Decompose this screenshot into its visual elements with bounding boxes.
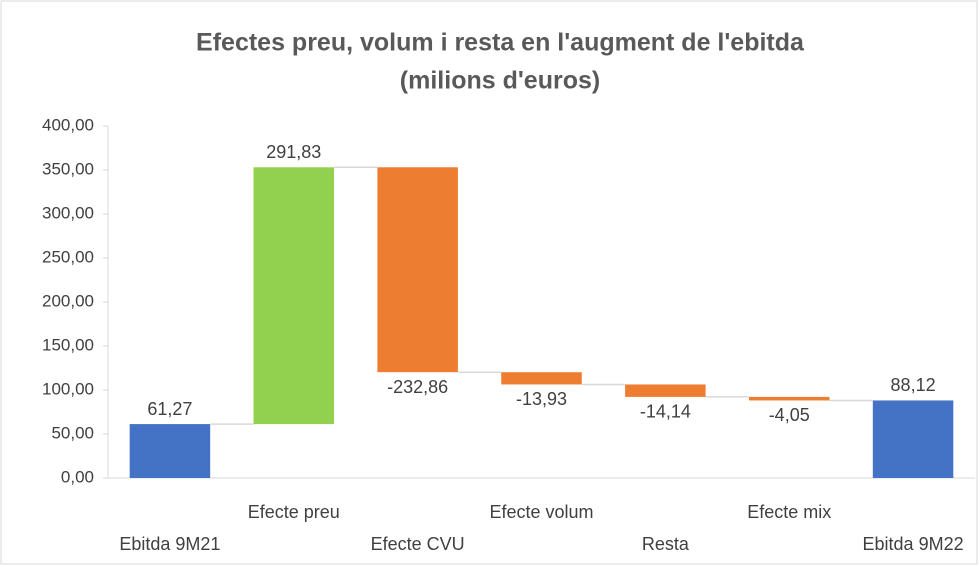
y-tick-label: 200,00 bbox=[42, 291, 94, 310]
data-label: -14,14 bbox=[640, 402, 691, 422]
bar bbox=[129, 424, 211, 478]
x-tick-label: Efecte CVU bbox=[371, 534, 465, 554]
data-label: -13,93 bbox=[516, 389, 567, 409]
bar bbox=[625, 384, 706, 397]
data-label: 291,83 bbox=[266, 142, 321, 162]
bar bbox=[748, 396, 830, 401]
x-tick-label: Efecte mix bbox=[747, 502, 831, 522]
x-tick-label: Ebitda 9M22 bbox=[863, 534, 964, 554]
bar bbox=[253, 167, 335, 425]
y-tick-label: 150,00 bbox=[42, 335, 94, 354]
x-tick-label: Resta bbox=[642, 534, 690, 554]
bar bbox=[501, 372, 582, 385]
x-tick-label: Efecte preu bbox=[248, 502, 340, 522]
data-label: 61,27 bbox=[147, 399, 192, 419]
x-tick-label: Efecte volum bbox=[489, 502, 593, 522]
y-tick-label: 50,00 bbox=[51, 423, 94, 442]
y-tick-label: 350,00 bbox=[42, 159, 94, 178]
chart-title: Efectes preu, volum i resta en l'augment… bbox=[196, 29, 805, 57]
bar bbox=[377, 167, 458, 373]
y-tick-label: 400,00 bbox=[42, 115, 94, 134]
x-tick-label: Ebitda 9M21 bbox=[119, 534, 220, 554]
bar bbox=[872, 400, 954, 478]
y-tick-label: 250,00 bbox=[42, 247, 94, 266]
y-tick-label: 300,00 bbox=[42, 203, 94, 222]
data-label: 88,12 bbox=[891, 375, 936, 395]
data-label: -232,86 bbox=[387, 377, 448, 397]
chart-title: (milions d'euros) bbox=[400, 67, 600, 95]
y-tick-label: 100,00 bbox=[42, 379, 94, 398]
y-tick-label: 0,00 bbox=[61, 467, 94, 486]
data-label: -4,05 bbox=[769, 405, 810, 425]
